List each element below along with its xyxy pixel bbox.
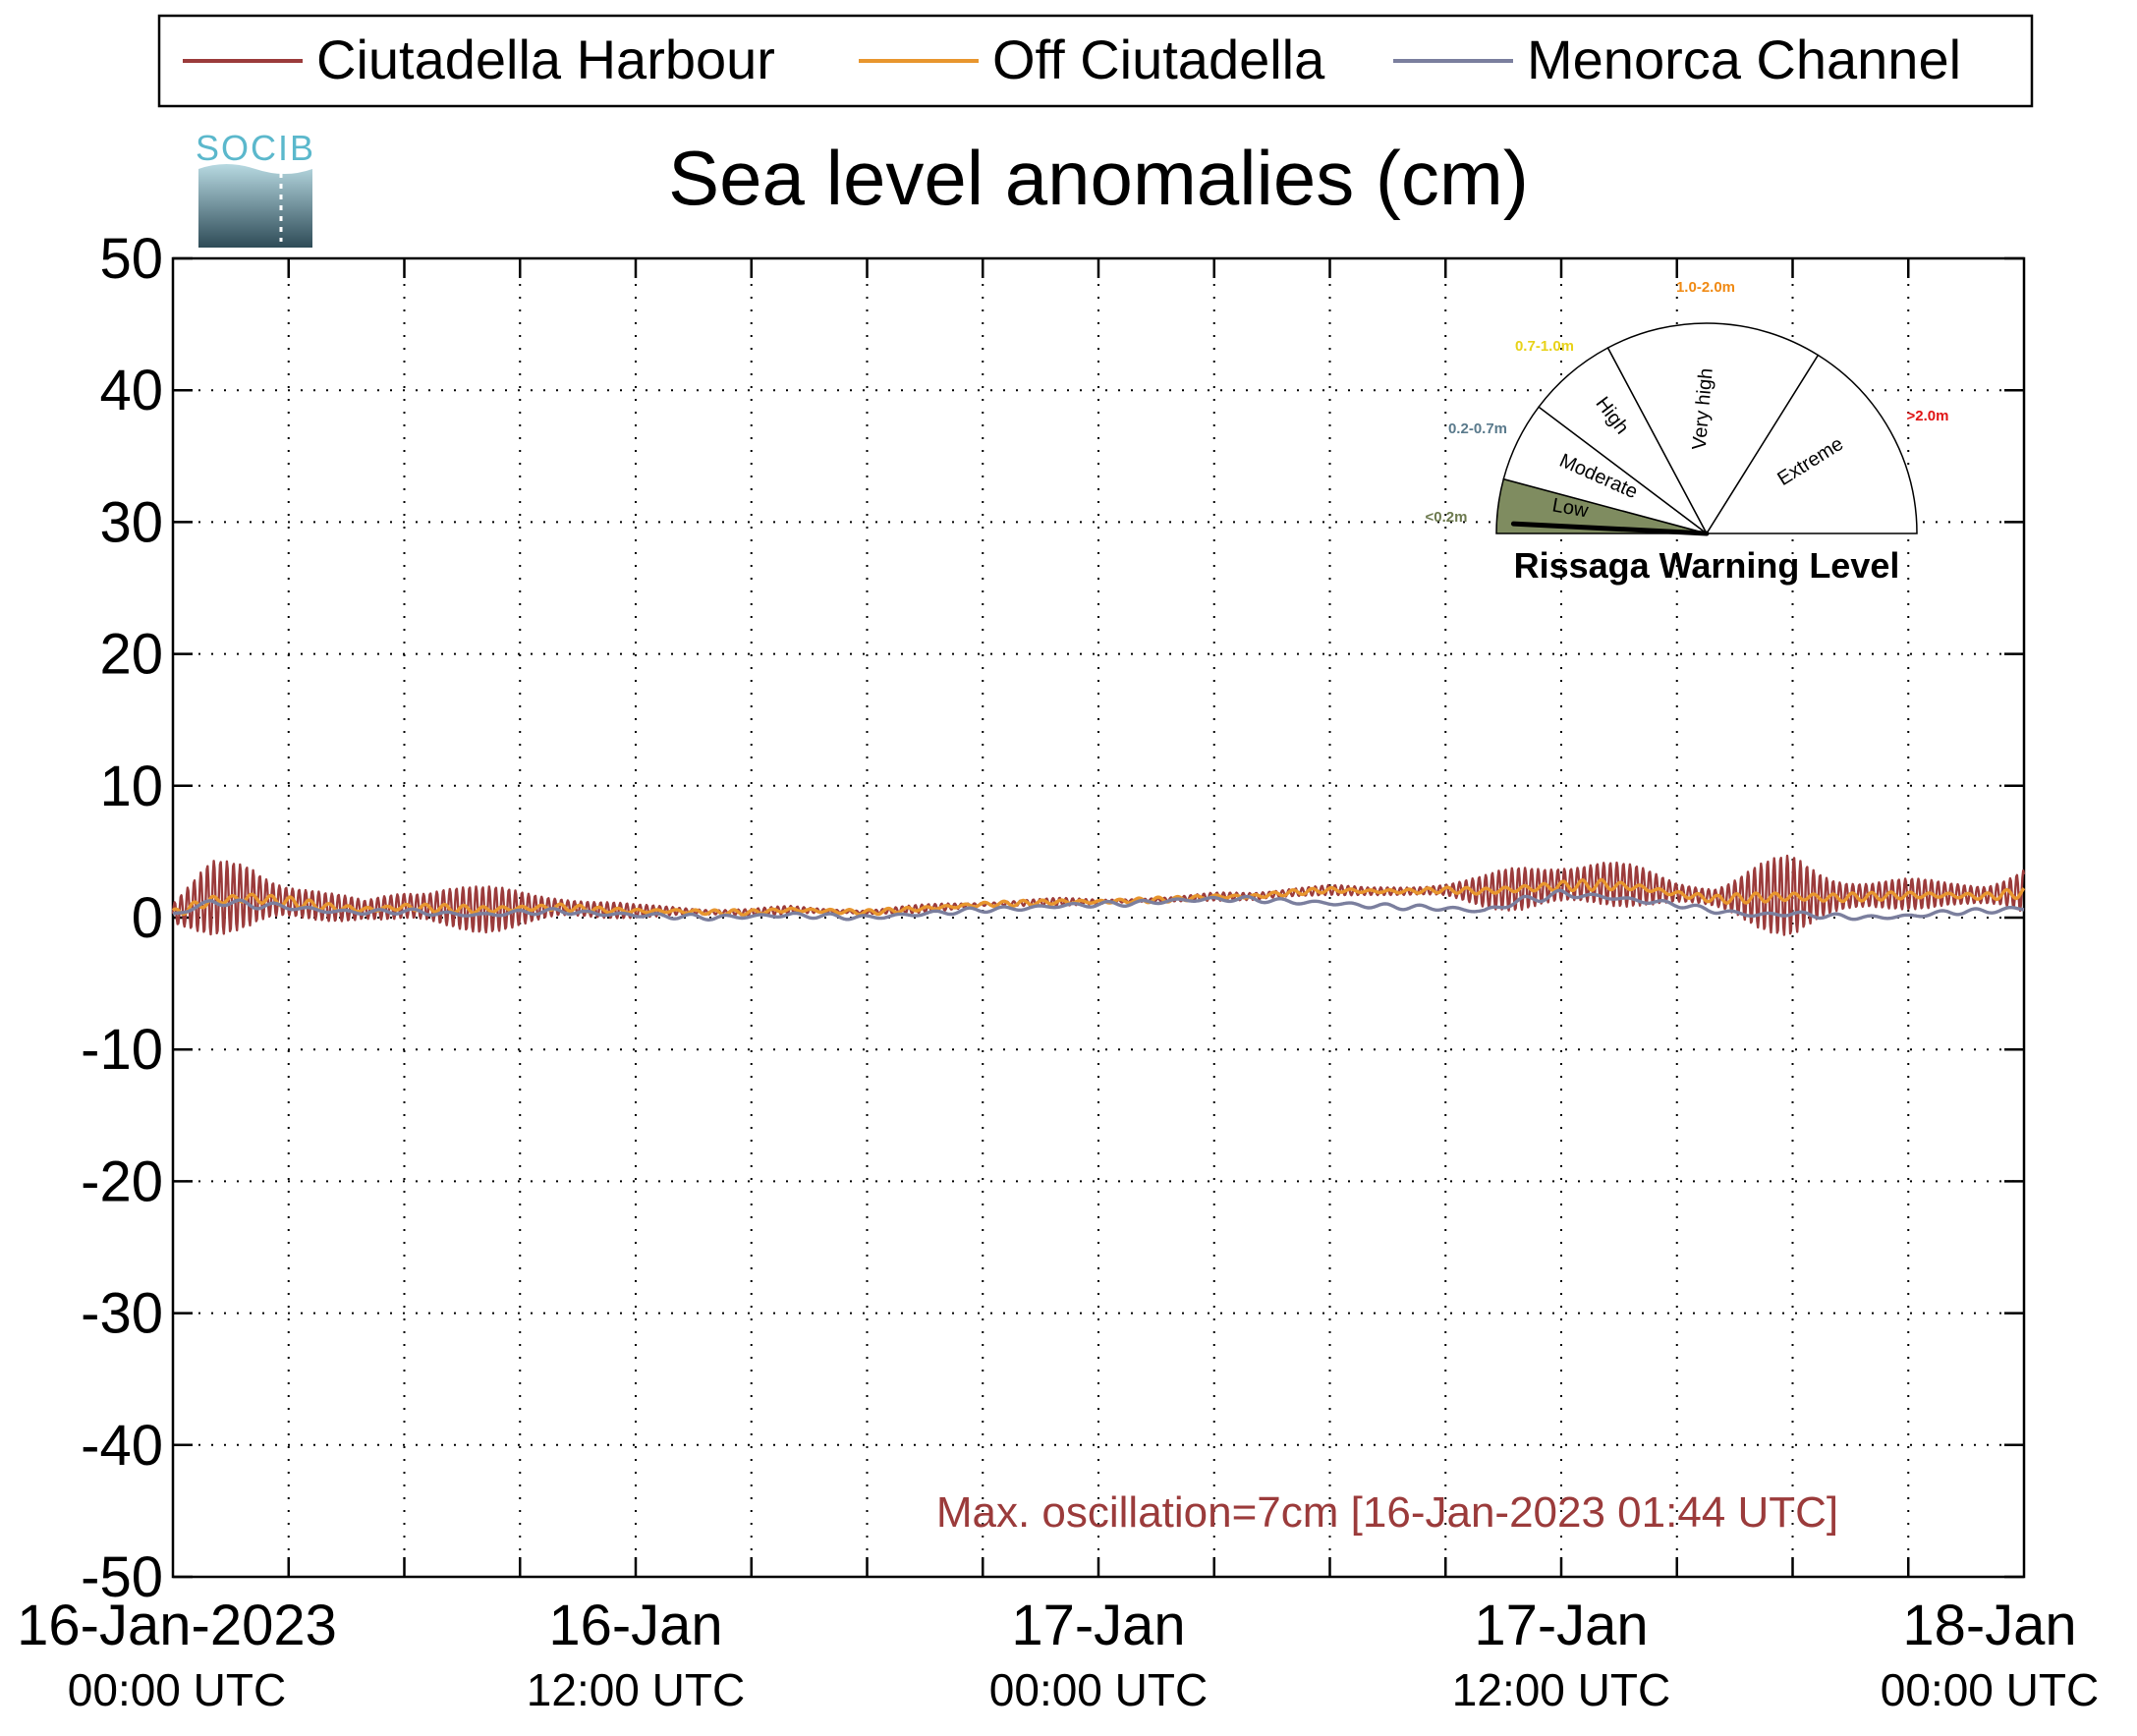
gauge-sectors xyxy=(1495,322,1918,535)
max-oscillation-annotation: Max. oscillation=7cm [16-Jan-2023 01:44 … xyxy=(936,1488,1838,1537)
legend-item-menorca-channel: Menorca Channel xyxy=(1393,28,1961,90)
series-line-menorca-channel xyxy=(172,888,2025,922)
y-tick-label: -40 xyxy=(81,1414,163,1478)
gauge-sector-very-high xyxy=(1606,322,1820,535)
logo-text: SOCIB xyxy=(196,128,315,168)
y-tick-label: 30 xyxy=(99,490,163,554)
x-axis-tick-labels: 16-Jan-2023 00:00 UTC 16-Jan 12:00 UTC 17-Ja… xyxy=(17,1594,2099,1715)
gauge-needle xyxy=(1510,521,1710,536)
x-tick-label-date: 17-Jan xyxy=(1474,1594,1648,1657)
x-tick-label-time: 00:00 UTC xyxy=(1881,1664,2099,1715)
series-line-off-ciutadella xyxy=(171,877,2026,917)
legend-label-menorca-channel: Menorca Channel xyxy=(1527,28,1961,90)
x-tick-label-date: 16-Jan xyxy=(548,1594,722,1657)
y-tick-label: 0 xyxy=(132,886,163,950)
gauge-sector-low-range: <0.2m xyxy=(1426,509,1468,526)
gauge-sector-extreme xyxy=(1705,354,1918,534)
legend: Ciutadella Harbour Off Ciutadella Menorc… xyxy=(157,14,2034,108)
x-tick-label-time: 00:00 UTC xyxy=(68,1664,286,1715)
x-tick-label-time: 00:00 UTC xyxy=(989,1664,1208,1715)
y-tick-label: 20 xyxy=(99,623,163,687)
y-tick-label: -10 xyxy=(81,1018,163,1082)
x-tick-label-date: 18-Jan xyxy=(1902,1594,2076,1657)
gauge-sector-extreme-range: >2.0m xyxy=(1907,408,1949,424)
legend-item-off-ciutadella: Off Ciutadella xyxy=(859,28,1325,90)
gauge-range-labels: <0.2m 0.2-0.7m 0.7-1.0m 1.0-2.0m >2.0m xyxy=(1426,279,1949,526)
legend-box xyxy=(157,14,2034,108)
legend-label-ciutadella-harbour: Ciutadella Harbour xyxy=(316,28,775,90)
gauge-sector-moderate-range: 0.2-0.7m xyxy=(1448,420,1507,437)
x-tick-label-date: 17-Jan xyxy=(1011,1594,1185,1657)
gauge-sector-high-range: 0.7-1.0m xyxy=(1515,338,1574,355)
x-tick-label-time: 12:00 UTC xyxy=(1452,1664,1670,1715)
legend-item-ciutadella-harbour: Ciutadella Harbour xyxy=(183,28,775,90)
y-axis-tick-labels: 50 40 30 20 10 0 -10 -20 -30 -40 -50 xyxy=(81,227,163,1609)
y-tick-label: -30 xyxy=(81,1282,163,1346)
chart-title: Sea level anomalies (cm) xyxy=(668,135,1529,221)
logo-wave xyxy=(198,163,312,174)
x-tick-label-date: 16-Jan-2023 xyxy=(17,1594,337,1657)
logo-block xyxy=(198,163,312,248)
gauge-title: Rissaga Warning Level xyxy=(1514,545,1900,586)
grid-lines xyxy=(173,258,2024,1577)
gauge-sector-very-high-range: 1.0-2.0m xyxy=(1676,279,1735,296)
legend-label-off-ciutadella: Off Ciutadella xyxy=(992,28,1325,90)
y-tick-label: 50 xyxy=(99,227,163,291)
y-tick-label: -50 xyxy=(81,1545,163,1609)
x-tick-label-time: 12:00 UTC xyxy=(527,1664,745,1715)
y-tick-label: 40 xyxy=(99,359,163,422)
socib-logo: SOCIB xyxy=(196,128,315,248)
y-tick-label: 10 xyxy=(99,755,163,818)
series-lines xyxy=(171,854,2026,936)
y-tick-label: -20 xyxy=(81,1149,163,1213)
